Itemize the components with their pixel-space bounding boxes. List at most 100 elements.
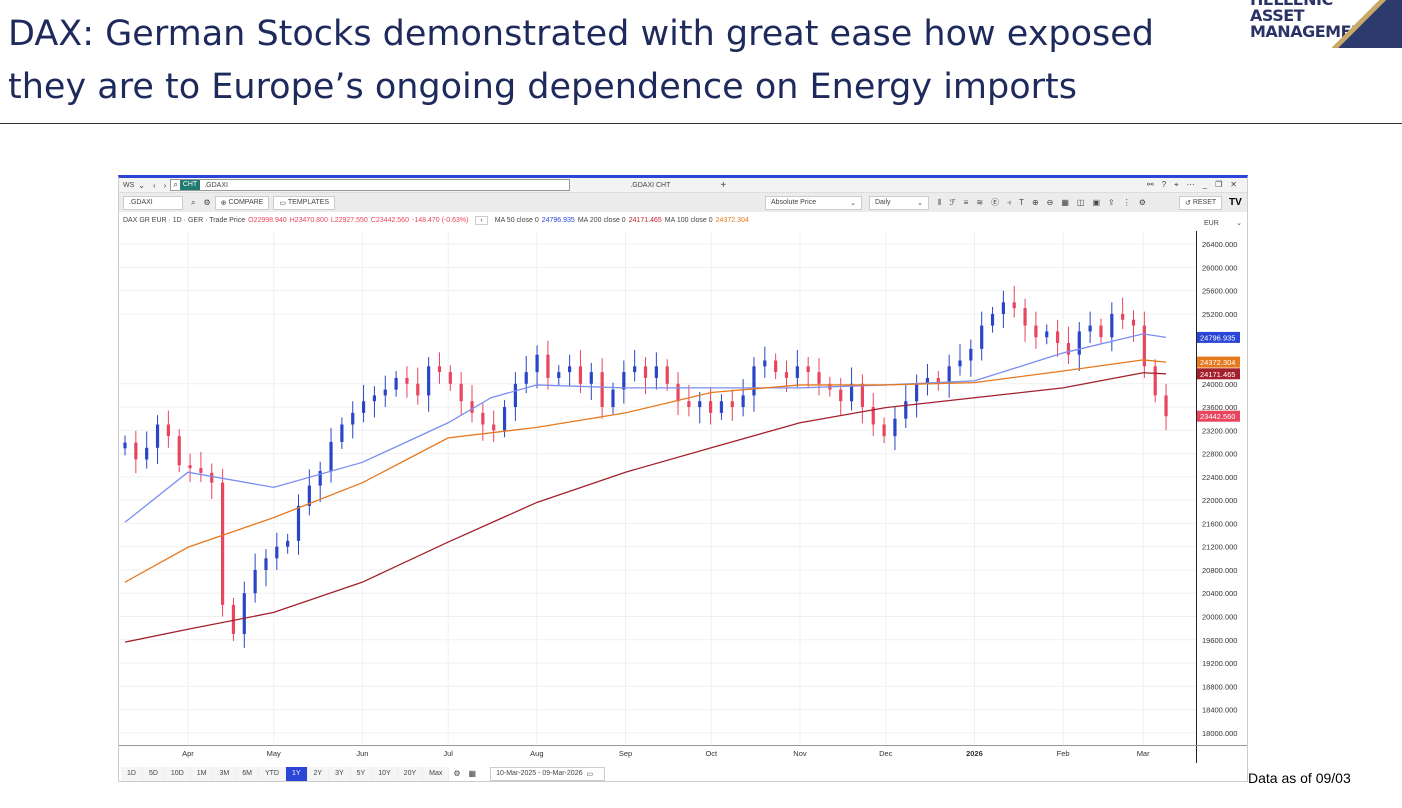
candle-up: [524, 372, 528, 384]
candle-down: [1153, 366, 1157, 396]
candle-down: [1099, 325, 1103, 338]
candle-down: [708, 401, 713, 413]
close-value: C23442.560: [370, 217, 409, 224]
close-icon[interactable]: ✕: [1230, 180, 1237, 189]
date-range-input[interactable]: 10-Mar-2025 - 09-Mar-2026 ▭: [490, 766, 606, 781]
y-tick-label: 22800.000: [1202, 450, 1237, 459]
search-icon[interactable]: ⌕: [191, 197, 196, 207]
studies-icon[interactable]: ≋: [976, 198, 984, 207]
candle-up: [123, 442, 127, 449]
y-tick-label: 18000.000: [1202, 729, 1237, 738]
y-tick-label: 25600.000: [1202, 287, 1237, 296]
restore-icon[interactable]: ❐: [1215, 180, 1223, 189]
logo-graphic: [1332, 0, 1402, 48]
settings-icon[interactable]: ⚙: [1138, 198, 1146, 207]
minimize-icon[interactable]: _: [1202, 180, 1208, 189]
collapse-legend-button[interactable]: ‹: [475, 216, 488, 225]
more-vertical-icon[interactable]: ⋮: [1122, 198, 1131, 207]
link-icon[interactable]: ⚯: [1147, 180, 1154, 189]
compare-label: COMPARE: [228, 199, 264, 206]
candle-down: [1066, 343, 1071, 355]
candle-up: [253, 569, 257, 594]
candle-down: [1034, 325, 1038, 338]
range-button-6m[interactable]: 6M: [236, 766, 259, 781]
range-button-10d[interactable]: 10D: [164, 766, 191, 781]
settings-icon[interactable]: ⚙: [203, 198, 211, 207]
crosshair-icon[interactable]: ⫞: [1007, 198, 1012, 207]
interval-select[interactable]: Daily ⌄: [869, 195, 929, 210]
candle-down: [220, 482, 225, 605]
candle-up: [557, 372, 561, 378]
grid-icon[interactable]: ▦: [1061, 198, 1069, 207]
settings-icon[interactable]: ⚙: [453, 769, 461, 778]
help-icon[interactable]: ?: [1161, 180, 1167, 189]
high-value: H23470.800: [289, 217, 328, 224]
calendar-grid-icon[interactable]: ▦: [468, 769, 477, 778]
candle-up: [394, 377, 398, 390]
plus-circle-icon: ⊕: [220, 199, 229, 207]
text-icon[interactable]: T: [1019, 198, 1024, 207]
price-chart[interactable]: 26400.000 26000.000 25600.000 25200.000 2400…: [119, 231, 1247, 765]
templates-button[interactable]: ▭ TEMPLATES: [273, 195, 336, 210]
ma200-label: MA 200 close 0: [577, 217, 626, 224]
last-value-tag: [1197, 368, 1240, 380]
forward-icon[interactable]: ›: [163, 180, 167, 190]
candles-icon[interactable]: ⫴: [938, 198, 942, 207]
range-button-3y[interactable]: 3Y: [329, 766, 351, 781]
indicators-icon[interactable]: ℱ: [949, 198, 956, 207]
candle-down: [839, 389, 843, 402]
candle-down: [1121, 313, 1125, 320]
range-button-20y[interactable]: 20Y: [397, 766, 424, 781]
chevron-down-icon[interactable]: ⌄: [138, 180, 145, 190]
y-tick-label: 23600.000: [1202, 403, 1237, 412]
range-button-ytd[interactable]: YTD: [258, 766, 286, 781]
zoom-out-icon[interactable]: ⊖: [1046, 198, 1054, 207]
candle-down: [676, 383, 680, 402]
workspace-label[interactable]: WS: [123, 181, 135, 189]
pin-icon[interactable]: ⌖: [1174, 180, 1179, 189]
templates-label: TEMPLATES: [287, 199, 330, 206]
chevron-down-icon: ⌄: [1236, 220, 1242, 227]
range-button-3m[interactable]: 3M: [213, 766, 237, 781]
search-box[interactable]: ⌕ CHT .GDAXI: [170, 179, 571, 191]
new-tab-button[interactable]: +: [720, 179, 727, 191]
ma200-value: 24171.465: [628, 217, 662, 224]
candle-down: [1142, 325, 1146, 367]
tab-gdaxi-cht[interactable]: .GDAXI CHT: [630, 181, 671, 189]
layout-icon[interactable]: ◫: [1076, 198, 1085, 207]
currency-select[interactable]: EUR ⌄: [1201, 216, 1245, 230]
toolbar: .GDAXI ⌕ ⚙ ⊕ COMPARE ▭ TEMPLATES Absolut…: [119, 193, 1247, 212]
reset-icon: ↺: [1185, 199, 1193, 207]
range-button-10y[interactable]: 10Y: [372, 766, 398, 781]
range-button-max[interactable]: Max: [423, 766, 450, 781]
image-icon[interactable]: ▣: [1092, 198, 1101, 207]
events-icon[interactable]: Ⓔ: [991, 198, 1000, 207]
candle-down: [1055, 331, 1060, 344]
candle-down: [817, 372, 821, 384]
range-button-1m[interactable]: 1M: [190, 766, 214, 781]
reset-button[interactable]: ↺ RESET: [1179, 195, 1223, 210]
price-type-select[interactable]: Absolute Price ⌄: [765, 195, 862, 210]
candle-down: [231, 604, 236, 634]
candle-down: [730, 401, 734, 408]
low-value: L22927.550: [330, 217, 368, 224]
ma100-value: 24372.304: [715, 217, 749, 224]
zoom-in-icon[interactable]: ⊕: [1031, 198, 1039, 207]
range-button-5d[interactable]: 5D: [142, 766, 165, 781]
ric-input[interactable]: .GDAXI: [123, 195, 183, 210]
range-button-1d[interactable]: 1D: [121, 766, 143, 781]
candle-up: [741, 395, 745, 408]
reset-label: RESET: [1192, 199, 1217, 206]
candle-up: [242, 593, 246, 634]
more-icon[interactable]: ⋯: [1186, 180, 1195, 189]
search-input[interactable]: .GDAXI: [204, 181, 228, 189]
range-button-5y[interactable]: 5Y: [350, 766, 373, 781]
compare-button[interactable]: ⊕ COMPARE: [214, 195, 270, 210]
candle-up: [1088, 325, 1092, 332]
back-icon[interactable]: ‹: [152, 180, 156, 190]
range-button-2y[interactable]: 2Y: [307, 766, 330, 781]
candle-up: [275, 546, 279, 559]
range-button-1y[interactable]: 1Y: [285, 766, 308, 781]
lines-icon[interactable]: ≡: [963, 198, 969, 207]
export-icon[interactable]: ⇪: [1108, 198, 1115, 207]
